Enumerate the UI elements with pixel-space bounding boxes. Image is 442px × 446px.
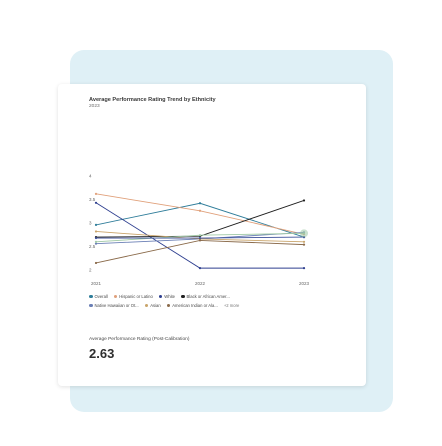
legend-row-2: Native Hawaiian or Ot... Asian American In… (89, 301, 329, 310)
y-tick-label: 2 (89, 268, 92, 273)
hover-highlight-point[interactable] (300, 229, 308, 238)
chart-subtitle: 2023 (89, 104, 100, 109)
series-point[interactable] (94, 236, 98, 240)
y-tick-label: 2.5 (89, 244, 96, 249)
series-line[interactable] (95, 239, 305, 264)
legend-item[interactable]: Hispanic or Latino (113, 294, 153, 299)
legend-row-1: Overall Hispanic or Latino White Black or A… (89, 292, 329, 301)
legend-label: White (164, 294, 176, 299)
series-point[interactable] (94, 192, 98, 195)
chart-legend: Overall Hispanic or Latino White Black or A… (89, 292, 329, 310)
legend-label: Asian (150, 303, 161, 308)
legend-label: Black or African Amer... (186, 294, 230, 299)
chart-title: Average Performance Rating Trend by Ethn… (89, 97, 216, 103)
legend-label: Native Hawaiian or Ot... (94, 303, 139, 308)
legend-item[interactable]: Black or African Amer... (181, 294, 230, 299)
legend-item[interactable]: Overall (89, 294, 108, 299)
legend-item[interactable]: Asian (144, 303, 161, 308)
legend-item[interactable]: White (158, 294, 176, 299)
series-point[interactable] (198, 209, 202, 212)
y-tick-label: 4 (89, 174, 92, 179)
legend-swatch (89, 303, 93, 308)
x-tick-label: 2021 (91, 281, 102, 286)
series-point[interactable] (198, 234, 202, 237)
y-tick-label: 3.5 (89, 197, 96, 202)
series-point[interactable] (198, 239, 202, 242)
series-point[interactable] (302, 199, 306, 202)
series-point[interactable] (94, 242, 98, 245)
x-tick-label: 2023 (299, 281, 310, 286)
legend-swatch (158, 294, 163, 299)
series-point[interactable] (94, 261, 98, 265)
legend-swatch (166, 303, 171, 308)
series-point[interactable] (198, 202, 202, 205)
legend-swatch (144, 303, 149, 308)
series-point[interactable] (94, 201, 98, 204)
series-point[interactable] (302, 240, 306, 243)
legend-label: Hispanic or Latino (119, 294, 153, 299)
legend-item[interactable]: Native Hawaiian or Ot... (89, 303, 139, 308)
more-legend-link[interactable]: +2 more (223, 303, 240, 308)
x-tick-label: 2022 (195, 281, 206, 286)
metric-value: 2.63 (89, 346, 115, 361)
legend-swatch (89, 294, 93, 299)
legend-label: American Indian or Ala... (172, 303, 218, 308)
series-point[interactable] (198, 236, 202, 240)
series-line[interactable] (95, 202, 305, 238)
legend-item[interactable]: American Indian or Ala... (166, 303, 218, 308)
legend-swatch (113, 294, 118, 299)
legend-swatch (181, 294, 185, 299)
y-tick-label: 3 (89, 221, 92, 226)
series-point[interactable] (198, 267, 202, 270)
legend-label: Overall (94, 294, 108, 299)
series-line[interactable] (95, 193, 305, 235)
series-point[interactable] (302, 243, 306, 246)
series-point[interactable] (302, 267, 306, 270)
metric-label: Average Performance Rating (Post-Calibra… (89, 337, 190, 342)
series-point[interactable] (94, 240, 98, 243)
series-point[interactable] (94, 230, 98, 233)
series-point[interactable] (94, 223, 98, 226)
